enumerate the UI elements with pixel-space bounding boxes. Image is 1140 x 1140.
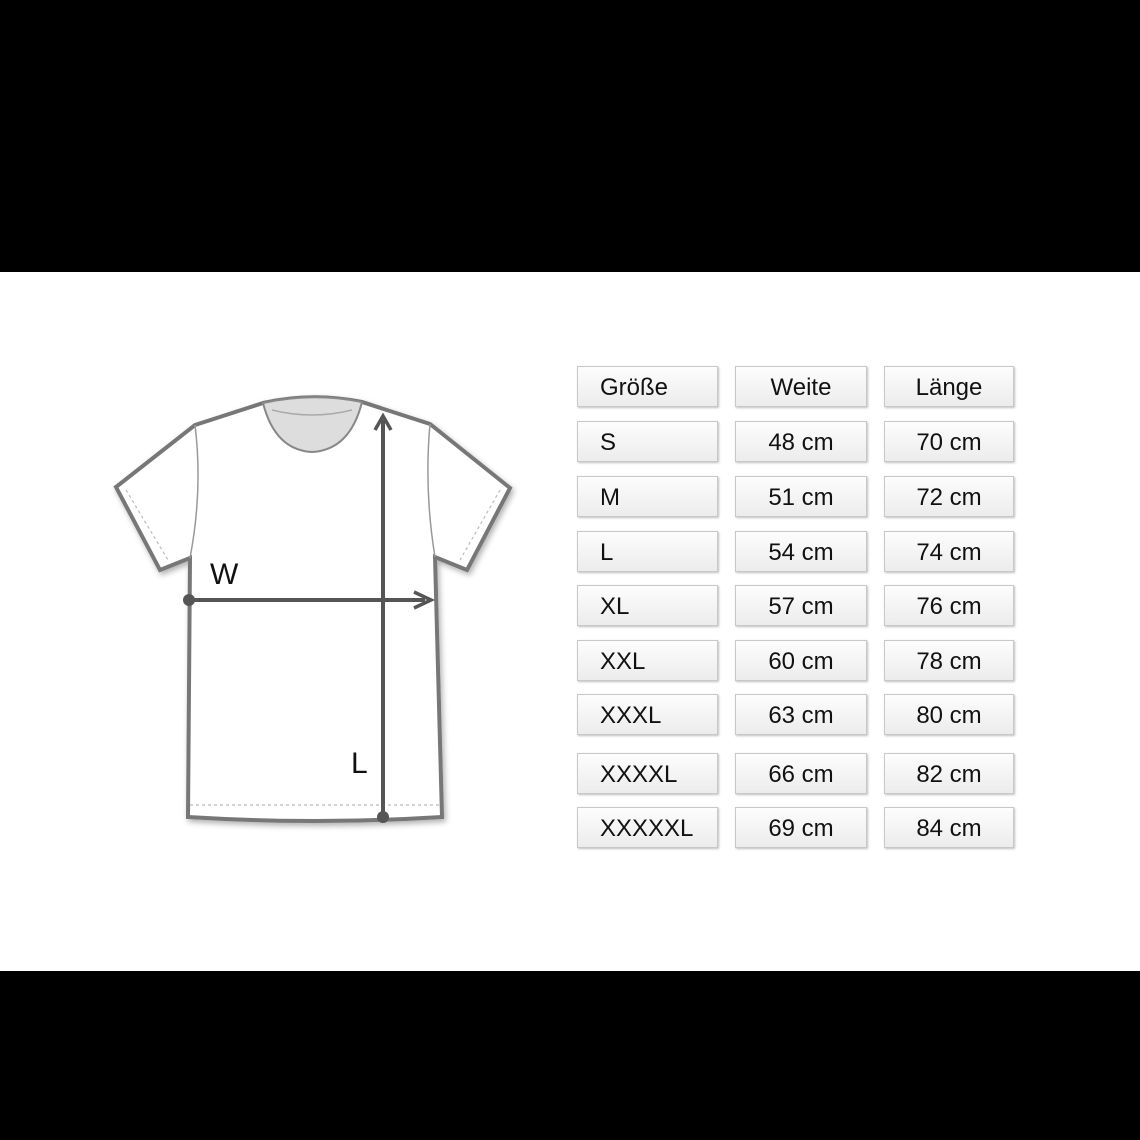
cell-width: 54 cm — [735, 531, 867, 572]
cell-length: 82 cm — [884, 753, 1014, 794]
bottom-black-band — [0, 971, 1140, 1140]
cell-size: M — [577, 476, 718, 517]
cell-length: 80 cm — [884, 694, 1014, 735]
header-size: Größe — [577, 366, 718, 407]
cell-size: XXXXXL — [577, 807, 718, 848]
cell-length: 72 cm — [884, 476, 1014, 517]
cell-size: XL — [577, 585, 718, 626]
length-label: L — [351, 747, 368, 780]
header-length: Länge — [884, 366, 1014, 407]
cell-width: 57 cm — [735, 585, 867, 626]
width-label: W — [210, 558, 239, 591]
cell-length: 74 cm — [884, 531, 1014, 572]
cell-size: XXL — [577, 640, 718, 681]
top-black-band — [0, 0, 1140, 272]
cell-width: 63 cm — [735, 694, 867, 735]
cell-width: 60 cm — [735, 640, 867, 681]
width-arrow — [183, 590, 436, 610]
length-arrow — [373, 412, 393, 823]
cell-size: S — [577, 421, 718, 462]
cell-width: 51 cm — [735, 476, 867, 517]
cell-length: 76 cm — [884, 585, 1014, 626]
cell-size: XXXXL — [577, 753, 718, 794]
collar — [261, 396, 364, 454]
tshirt-outline — [113, 395, 513, 823]
cell-width: 69 cm — [735, 807, 867, 848]
cell-length: 70 cm — [884, 421, 1014, 462]
cell-size: L — [577, 531, 718, 572]
cell-width: 66 cm — [735, 753, 867, 794]
cell-length: 78 cm — [884, 640, 1014, 681]
cell-width: 48 cm — [735, 421, 867, 462]
cell-size: XXXL — [577, 694, 718, 735]
header-width: Weite — [735, 366, 867, 407]
cell-length: 84 cm — [884, 807, 1014, 848]
